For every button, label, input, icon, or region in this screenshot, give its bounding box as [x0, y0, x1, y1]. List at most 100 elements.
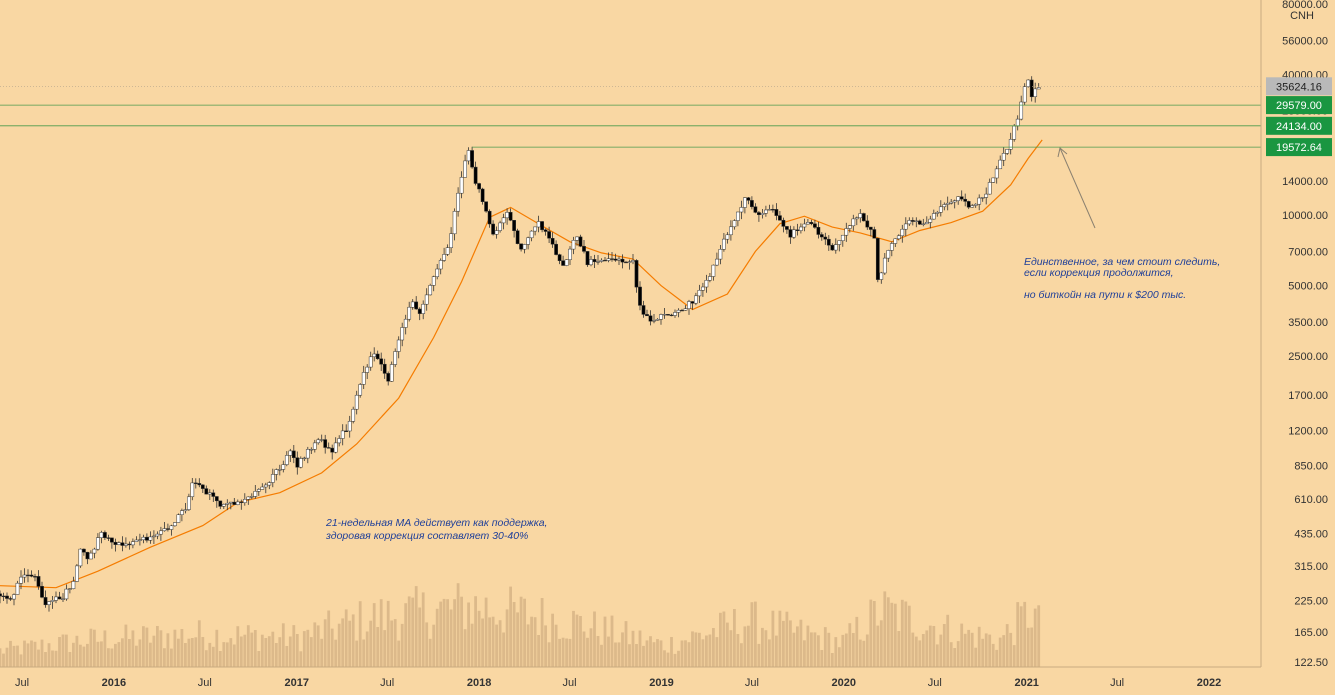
volume-bar: [603, 616, 607, 667]
volume-bar: [579, 616, 582, 667]
volume-bar: [862, 640, 866, 667]
volume-bar: [428, 638, 432, 667]
volume-bar: [533, 617, 537, 667]
candle-body: [861, 213, 866, 222]
volume-bar: [813, 632, 817, 667]
candle-body: [466, 150, 471, 162]
candle-body: [610, 258, 614, 260]
candle-body: [844, 228, 849, 236]
volume-bar: [100, 641, 103, 667]
candle-body: [442, 254, 446, 261]
time-axis[interactable]: Jul 2016 Jul 2017 Jul 2018 Jul 2019 Jul 2020 Jul 20…: [0, 666, 1261, 689]
candle-body: [917, 220, 922, 225]
volume-bar: [344, 609, 348, 667]
volume-bar: [879, 620, 883, 667]
volume-bar: [463, 629, 467, 667]
volume-bar: [687, 642, 691, 667]
volume-bar: [180, 629, 184, 667]
volume-bar: [610, 615, 614, 667]
annotation-watch-line-2: если коррекция продолжится,: [1024, 267, 1174, 279]
volume-bar: [58, 637, 61, 667]
volume-bar: [9, 640, 12, 667]
volume-bar: [232, 644, 236, 667]
candle-body: [99, 532, 104, 538]
support-lines: [0, 85, 1261, 148]
candle-body: [309, 449, 314, 451]
volume-bar: [593, 611, 596, 667]
candle-body: [550, 238, 555, 245]
volume-bar: [323, 619, 327, 667]
candle-body: [249, 496, 254, 498]
candle-body: [875, 238, 880, 280]
volume-bar: [204, 650, 208, 667]
volume-bar: [383, 630, 387, 667]
annotation-ma-line-1: 21-недельная MA действует как поддержка,: [325, 517, 547, 529]
candle-body: [568, 248, 572, 260]
candle-body: [64, 588, 69, 600]
candle-body: [407, 306, 412, 320]
candle-body: [799, 226, 803, 231]
candle-body: [110, 537, 114, 543]
candle-body: [43, 597, 48, 606]
candle-body: [865, 220, 870, 228]
volume-bar: [677, 650, 680, 667]
volume-bar: [30, 640, 33, 667]
candle-body: [239, 501, 244, 503]
candle-body: [711, 264, 716, 277]
volume-bar: [110, 648, 114, 667]
volume-bar: [72, 642, 75, 667]
candle-body: [942, 204, 947, 208]
volume-bar: [624, 621, 628, 667]
volume-bar: [61, 634, 65, 667]
candle-body: [50, 600, 55, 602]
volume-bar: [684, 640, 687, 667]
y-tick-label: 850.00: [1294, 460, 1328, 472]
candle-body: [851, 218, 856, 227]
candle-body: [617, 258, 621, 261]
volume-bar: [425, 622, 429, 667]
candle-body: [431, 276, 436, 286]
candle-body: [578, 236, 583, 247]
volume-bar: [302, 631, 306, 667]
candle-body: [732, 220, 737, 228]
volume-bar: [837, 647, 841, 667]
candle-body: [900, 228, 905, 237]
candle-body: [613, 258, 618, 261]
volume-bar: [418, 607, 422, 667]
candle-body: [575, 236, 579, 241]
volume-bar: [663, 650, 666, 667]
candle-body: [624, 261, 628, 264]
volume-bar: [750, 602, 754, 667]
price-axis[interactable]: 122.50 165.00 225.00 315.00 435.00 610.00 850.…: [1260, 0, 1335, 695]
volume-bar: [1026, 627, 1030, 667]
candle-body: [218, 500, 223, 507]
volume-bar: [893, 603, 897, 667]
candle-body: [344, 430, 349, 432]
candle-body: [882, 257, 887, 274]
candle-body: [515, 230, 520, 244]
candle-body: [361, 372, 366, 385]
candle-body: [207, 492, 212, 495]
volume-bar: [456, 583, 460, 667]
volume-bar: [736, 634, 740, 667]
candle-body: [456, 192, 460, 212]
candle-body: [945, 202, 950, 205]
candle-body: [337, 438, 342, 444]
volume-bar: [638, 630, 642, 667]
volume-bar: [921, 634, 925, 667]
volume-bar: [977, 626, 981, 667]
candle-body: [288, 450, 293, 456]
candle-body: [683, 308, 688, 311]
candle-body: [358, 384, 363, 396]
candle-body: [826, 238, 831, 246]
volume-bar: [715, 637, 719, 667]
candle-body: [743, 197, 747, 208]
candle-body: [26, 574, 30, 577]
candle-body: [386, 373, 391, 382]
volume-bar: [691, 631, 694, 667]
volume-bar: [701, 639, 705, 667]
candle-body: [956, 196, 961, 201]
candle-body: [187, 496, 191, 510]
candle-body: [620, 258, 625, 263]
